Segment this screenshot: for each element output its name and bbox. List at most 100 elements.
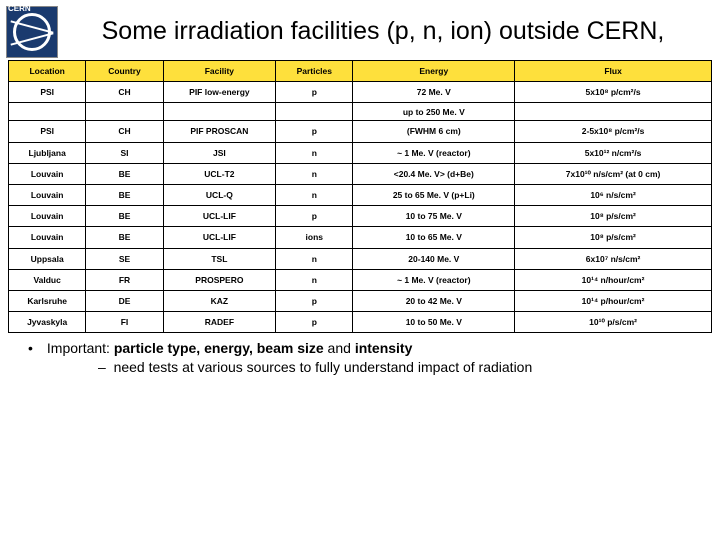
footnote-sub: – need tests at various sources to fully… — [28, 358, 692, 377]
bullet-dot: • — [28, 339, 33, 358]
table-cell: ~ 1 Me. V (reactor) — [353, 269, 515, 290]
table-cell: 2-5x10⁸ p/cm²/s — [515, 121, 712, 142]
table-row: LouvainBEUCL-LIFp10 to 75 Me. V10⁸ p/s/c… — [9, 206, 712, 227]
table-cell: FI — [86, 312, 163, 333]
table-cell: 10¹⁰ p/s/cm² — [515, 312, 712, 333]
slide-title: Some irradiation facilities (p, n, ion) … — [58, 18, 708, 46]
table-cell: UCL-T2 — [163, 163, 275, 184]
table-cell: FR — [86, 269, 163, 290]
footnote-bullet: • Important: particle type, energy, beam… — [28, 339, 692, 358]
slide-root: CERN Some irradiation facilities (p, n, … — [0, 0, 720, 540]
table-cell: 6x10⁷ n/s/cm² — [515, 248, 712, 269]
foot-bold-2: intensity — [355, 340, 413, 356]
table-cell: (FWHM 6 cm) — [353, 121, 515, 142]
table-cell: n — [276, 163, 353, 184]
table-cell: 25 to 65 Me. V (p+Li) — [353, 184, 515, 205]
table-cell: KAZ — [163, 290, 275, 311]
table-row: LouvainBEUCL-LIFions10 to 65 Me. V10⁸ p/… — [9, 227, 712, 248]
table-cell: 5x10⁸ p/cm²/s — [515, 82, 712, 103]
table-cell: DE — [86, 290, 163, 311]
table-cell: ~ 1 Me. V (reactor) — [353, 142, 515, 163]
table-head: Location Country Facility Particles Ener… — [9, 61, 712, 82]
foot-mid: and — [324, 340, 355, 356]
table-cell: 10 to 50 Me. V — [353, 312, 515, 333]
table-row: KarlsruheDEKAZp20 to 42 Me. V10¹⁴ p/hour… — [9, 290, 712, 311]
table-cell: ions — [276, 227, 353, 248]
table-row: UppsalaSETSLn20-140 Me. V6x10⁷ n/s/cm² — [9, 248, 712, 269]
table-row: LouvainBEUCL-T2n<20.4 Me. V> (d+Be)7x10¹… — [9, 163, 712, 184]
table-cell: Jyvaskyla — [9, 312, 86, 333]
table-cell: RADEF — [163, 312, 275, 333]
table-cell — [515, 103, 712, 121]
col-facility: Facility — [163, 61, 275, 82]
table-cell: 20 to 42 Me. V — [353, 290, 515, 311]
table-cell: PSI — [9, 82, 86, 103]
table-cell: 10⁶ n/s/cm² — [515, 184, 712, 205]
col-flux: Flux — [515, 61, 712, 82]
cern-logo: CERN — [6, 6, 58, 58]
table-cell: <20.4 Me. V> (d+Be) — [353, 163, 515, 184]
table-body: PSICHPIF low-energyp72 Me. V5x10⁸ p/cm²/… — [9, 82, 712, 333]
facilities-table: Location Country Facility Particles Ener… — [8, 60, 712, 333]
table-cell: p — [276, 121, 353, 142]
col-energy: Energy — [353, 61, 515, 82]
table-row: ValducFRPROSPEROn~ 1 Me. V (reactor)10¹⁴… — [9, 269, 712, 290]
table-cell: n — [276, 248, 353, 269]
table-row: PSICHPIF PROSCANp(FWHM 6 cm)2-5x10⁸ p/cm… — [9, 121, 712, 142]
table-cell: BE — [86, 163, 163, 184]
table-cell: p — [276, 312, 353, 333]
table-cell: UCL-LIF — [163, 227, 275, 248]
table-cell: SI — [86, 142, 163, 163]
table-cell: BE — [86, 206, 163, 227]
foot-sub-text: need tests at various sources to fully u… — [114, 359, 533, 375]
table-cell — [86, 103, 163, 121]
table-cell — [163, 103, 275, 121]
cern-logo-rings — [13, 13, 51, 51]
slide-header: CERN Some irradiation facilities (p, n, … — [0, 0, 720, 60]
footnote-text: Important: particle type, energy, beam s… — [47, 339, 412, 358]
table-cell: Ljubljana — [9, 142, 86, 163]
footnote: • Important: particle type, energy, beam… — [0, 333, 720, 377]
foot-lead: Important: — [47, 340, 114, 356]
table-cell: Karlsruhe — [9, 290, 86, 311]
table-cell: p — [276, 206, 353, 227]
table-cell: PIF low-energy — [163, 82, 275, 103]
table-row: up to 250 Me. V — [9, 103, 712, 121]
table-cell — [276, 103, 353, 121]
col-country: Country — [86, 61, 163, 82]
table-cell: 7x10¹⁰ n/s/cm² (at 0 cm) — [515, 163, 712, 184]
table-cell: 5x10¹² n/cm²/s — [515, 142, 712, 163]
facilities-table-wrap: Location Country Facility Particles Ener… — [0, 60, 720, 333]
table-cell: BE — [86, 227, 163, 248]
table-cell: p — [276, 290, 353, 311]
table-cell: PSI — [9, 121, 86, 142]
table-cell: n — [276, 142, 353, 163]
table-cell: TSL — [163, 248, 275, 269]
table-cell: p — [276, 82, 353, 103]
table-cell: n — [276, 184, 353, 205]
table-cell: PIF PROSCAN — [163, 121, 275, 142]
table-cell: 72 Me. V — [353, 82, 515, 103]
table-cell: JSI — [163, 142, 275, 163]
table-cell: Louvain — [9, 206, 86, 227]
table-cell: Louvain — [9, 163, 86, 184]
foot-bold-1: particle type, energy, beam size — [114, 340, 324, 356]
table-cell: Valduc — [9, 269, 86, 290]
table-cell: 10¹⁴ n/hour/cm² — [515, 269, 712, 290]
table-cell — [9, 103, 86, 121]
table-row: LouvainBEUCL-Qn25 to 65 Me. V (p+Li)10⁶ … — [9, 184, 712, 205]
table-cell: 10 to 65 Me. V — [353, 227, 515, 248]
table-row: PSICHPIF low-energyp72 Me. V5x10⁸ p/cm²/… — [9, 82, 712, 103]
table-cell: 10⁸ p/s/cm² — [515, 227, 712, 248]
table-cell: 10¹⁴ p/hour/cm² — [515, 290, 712, 311]
table-cell: UCL-LIF — [163, 206, 275, 227]
table-cell: 20-140 Me. V — [353, 248, 515, 269]
col-particles: Particles — [276, 61, 353, 82]
cern-logo-text: CERN — [8, 4, 31, 13]
table-cell: BE — [86, 184, 163, 205]
col-location: Location — [9, 61, 86, 82]
table-cell: 10⁸ p/s/cm² — [515, 206, 712, 227]
table-cell: 10 to 75 Me. V — [353, 206, 515, 227]
table-cell: PROSPERO — [163, 269, 275, 290]
table-row: JyvaskylaFIRADEFp10 to 50 Me. V10¹⁰ p/s/… — [9, 312, 712, 333]
